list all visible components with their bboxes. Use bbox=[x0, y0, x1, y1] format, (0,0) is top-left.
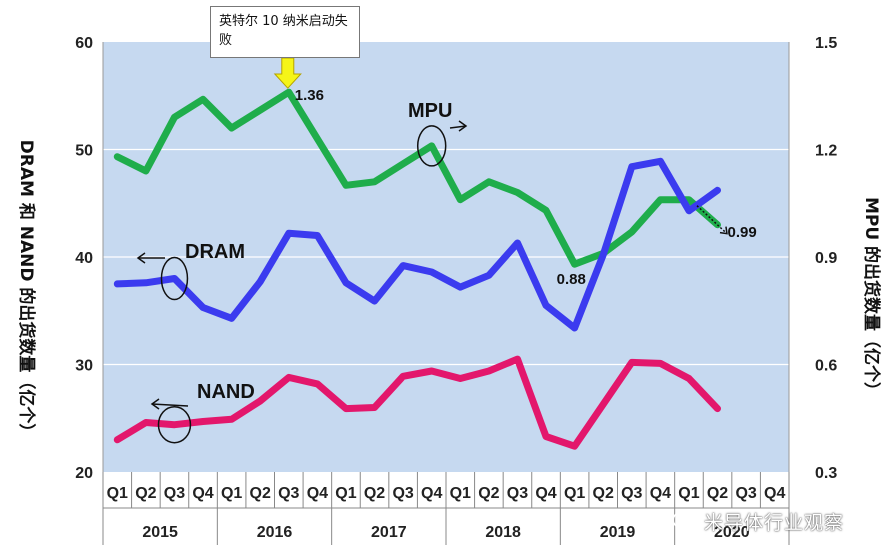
year-label: 2017 bbox=[371, 524, 407, 541]
x-tick-label: Q3 bbox=[164, 485, 185, 502]
right-tick-label: 0.3 bbox=[815, 465, 837, 482]
mpu-series-label: MPU bbox=[408, 100, 452, 122]
x-tick-label: Q2 bbox=[135, 485, 156, 502]
down-arrow-icon bbox=[273, 57, 302, 89]
x-tick-label: Q1 bbox=[564, 485, 585, 502]
x-tick-label: Q3 bbox=[507, 485, 528, 502]
year-label: 2018 bbox=[485, 524, 521, 541]
left-tick-label: 60 bbox=[75, 35, 93, 52]
x-tick-label: Q3 bbox=[392, 485, 413, 502]
value-label: 0.99 bbox=[728, 224, 757, 241]
intel-callout: 英特尔 10 纳米启动失败 bbox=[210, 6, 360, 58]
nand-arrow-head bbox=[150, 398, 160, 410]
x-tick-label: Q4 bbox=[192, 485, 213, 502]
x-tick-label: Q3 bbox=[735, 485, 756, 502]
year-label: 2020 bbox=[714, 524, 750, 541]
x-tick-label: Q4 bbox=[421, 485, 442, 502]
x-tick-label: Q4 bbox=[307, 485, 328, 502]
year-label: 2016 bbox=[257, 524, 293, 541]
year-label: 2019 bbox=[600, 524, 636, 541]
trend-arrow-head bbox=[719, 226, 728, 235]
x-tick-label: Q4 bbox=[764, 485, 785, 502]
x-tick-label: Q1 bbox=[450, 485, 471, 502]
mpu-circle bbox=[416, 125, 447, 167]
x-tick-label: Q2 bbox=[707, 485, 728, 502]
x-tick-label: Q2 bbox=[593, 485, 614, 502]
annotation-marks: 1.36 0.88 0.99 MPU DRAM NAND bbox=[136, 57, 757, 444]
axes: 20 30 40 50 60 0.3 0.6 0.9 1.2 1.5 bbox=[75, 35, 837, 482]
nand-axis-arrow bbox=[151, 403, 189, 407]
dram-series-label: DRAM bbox=[185, 241, 245, 263]
wechat-icon bbox=[672, 511, 698, 530]
series-lines bbox=[113, 88, 721, 450]
x-tick-label: Q4 bbox=[535, 485, 556, 502]
left-axis-title: DRAM 和 NAND 的出货数量（亿个） bbox=[16, 140, 37, 441]
x-tick-label: Q1 bbox=[335, 485, 356, 502]
x-tick-label: Q1 bbox=[678, 485, 699, 502]
value-label: 1.36 bbox=[295, 87, 324, 104]
dram-arrow-head bbox=[136, 252, 146, 264]
left-tick-label: 20 bbox=[75, 465, 93, 482]
nand-circle bbox=[157, 405, 192, 444]
x-axis: Q1 Q2 Q3 Q4 Q1 Q2 Q3 Q4 Q1 Q2 Q3 Q4 Q1 Q2 Q3 Q4 Q1 Q2 Q3 Q4… bbox=[102, 472, 790, 545]
dram-line bbox=[113, 157, 721, 332]
watermark-text: 米导体行业观察 bbox=[704, 511, 845, 534]
left-tick-label: 40 bbox=[75, 250, 93, 267]
right-tick-label: 1.2 bbox=[815, 143, 837, 160]
left-tick-label: 30 bbox=[75, 358, 93, 375]
right-axis-title: MPU 的出货数量（亿个） bbox=[861, 197, 882, 399]
nand-series-label: NAND bbox=[197, 381, 255, 403]
mpu-line bbox=[113, 88, 721, 268]
x-tick-label: Q4 bbox=[650, 485, 671, 502]
x-tick-label: Q3 bbox=[621, 485, 642, 502]
nand-line bbox=[113, 355, 721, 450]
x-tick-label: Q2 bbox=[478, 485, 499, 502]
value-label: 0.88 bbox=[557, 271, 586, 288]
x-tick-label: Q3 bbox=[278, 485, 299, 502]
x-tick-label: Q2 bbox=[364, 485, 385, 502]
year-label: 2015 bbox=[142, 524, 178, 541]
x-tick-label: Q1 bbox=[221, 485, 242, 502]
right-tick-label: 0.9 bbox=[815, 250, 837, 267]
mpu-arrow-head bbox=[458, 120, 468, 132]
mpu-axis-arrow bbox=[449, 125, 467, 129]
right-tick-label: 1.5 bbox=[815, 35, 837, 52]
trend-arrow bbox=[696, 205, 728, 235]
dram-circle bbox=[160, 256, 189, 301]
x-tick-label: Q1 bbox=[107, 485, 128, 502]
watermark: 米导体行业观察 bbox=[672, 506, 844, 536]
left-tick-label: 50 bbox=[75, 143, 93, 160]
right-tick-label: 0.6 bbox=[815, 358, 837, 375]
x-tick-label: Q2 bbox=[250, 485, 271, 502]
